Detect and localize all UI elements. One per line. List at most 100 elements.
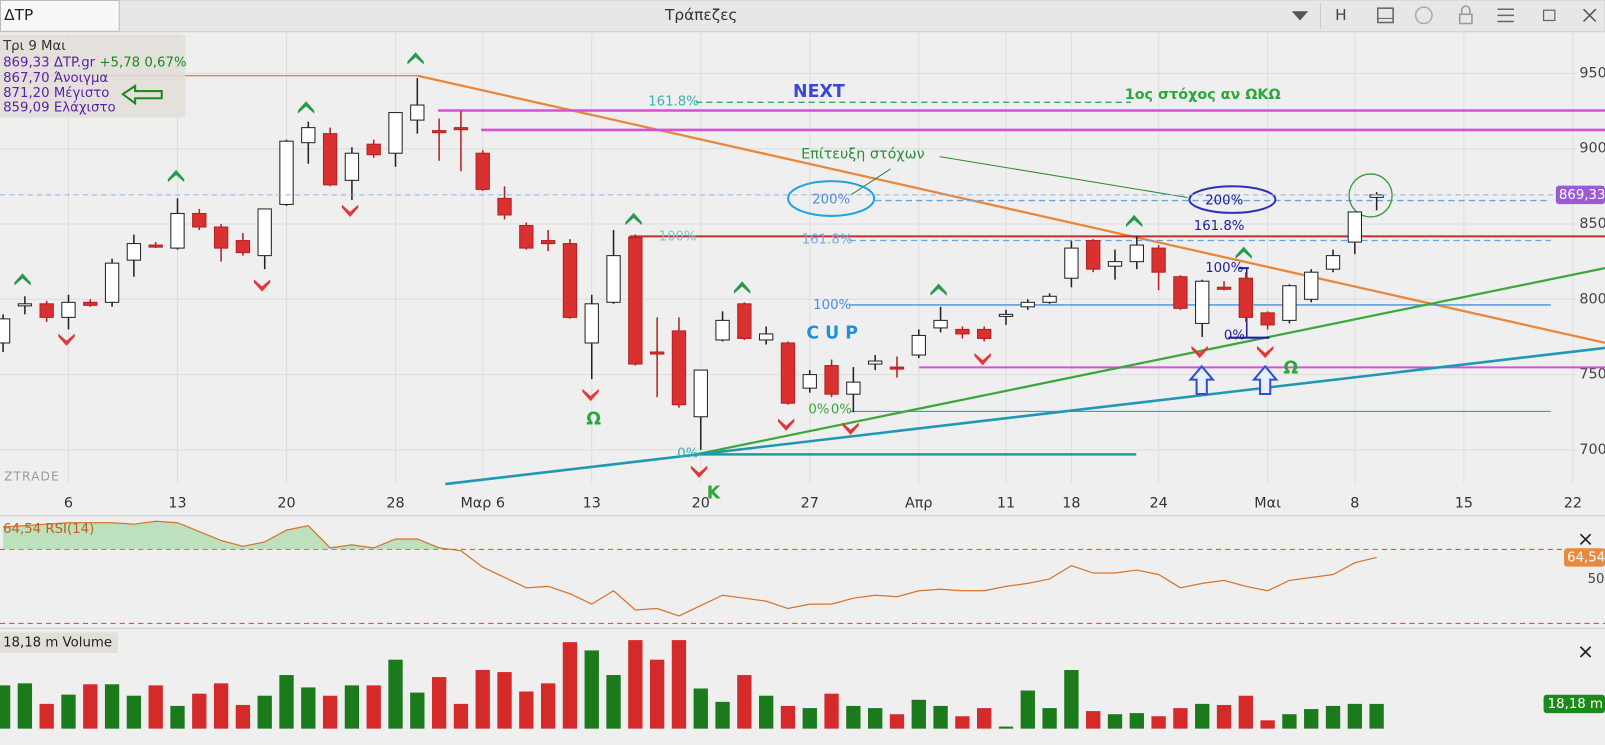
y-tick-label: 900 (1579, 141, 1605, 157)
candle-body (519, 224, 534, 249)
volume-bar (649, 659, 665, 729)
volume-bar (977, 708, 992, 729)
fractal-up (930, 283, 947, 296)
candle-body (1086, 240, 1101, 270)
volume-bar (933, 705, 948, 729)
volume-bar (322, 695, 338, 729)
candle-body (235, 240, 251, 254)
info-open: 867,70 Άνοιγμα (3, 70, 108, 86)
candle-body (0, 318, 11, 344)
volume-bar (780, 705, 796, 729)
volume-bar (998, 726, 1014, 729)
fractal-up (14, 273, 31, 286)
fractal-down (253, 279, 271, 292)
panel-icon[interactable] (1376, 7, 1394, 24)
volume-bar (889, 714, 905, 729)
menu-icon[interactable] (1497, 8, 1514, 23)
last-price-label: 869,33 (1559, 188, 1605, 203)
candle-body (1042, 295, 1057, 303)
quote-icon[interactable] (1414, 6, 1433, 25)
close-icon[interactable] (1582, 8, 1597, 23)
candle-body (1173, 276, 1188, 309)
rsi-value-box (1564, 548, 1605, 567)
candle-body (824, 365, 839, 395)
candle-body (758, 333, 774, 341)
candle-body (562, 243, 578, 318)
candle-body (497, 197, 512, 216)
y-tick-label: 950 (1579, 65, 1605, 81)
candle-body (998, 313, 1014, 317)
candle-body (955, 328, 970, 335)
volume-bar (83, 684, 98, 729)
restore-icon[interactable] (1542, 9, 1556, 22)
volume-bar (1020, 690, 1035, 729)
candle-body (933, 319, 948, 329)
price-panel (0, 32, 1577, 484)
x-tick-label: 13 (583, 495, 601, 511)
volume-close[interactable] (1579, 646, 1592, 658)
fractal-up (733, 281, 751, 294)
volume-bar (955, 716, 970, 729)
h-button[interactable]: H (1335, 6, 1347, 24)
fractal-up (1235, 246, 1252, 259)
candle-body (388, 112, 403, 154)
candle-body (1195, 280, 1210, 324)
y-tick-label: 850 (1579, 216, 1605, 232)
candle-body (104, 262, 120, 303)
volume-bar (1216, 704, 1232, 729)
dropdown[interactable] (1291, 11, 1309, 21)
volume-bar (475, 670, 490, 729)
candle-body (475, 152, 490, 190)
annotation: 161.8% (802, 232, 853, 247)
x-tick-label: 11 (997, 495, 1015, 511)
volume-bar (562, 642, 578, 729)
annotation: NEXT (793, 82, 845, 102)
x-tick-label: 20 (692, 495, 710, 511)
volume-bar (431, 677, 447, 729)
last-price-box (1555, 185, 1605, 205)
y-tick-label: 750 (1579, 367, 1605, 383)
volume-value-label: 18,18 m (1548, 697, 1603, 712)
volume-bar (279, 675, 294, 729)
volume-bar (1369, 703, 1384, 729)
candle-body (431, 130, 447, 134)
watermark: ZTRADE (4, 469, 60, 483)
annotation: 161.8% (648, 94, 699, 109)
y-tick-label: 50 (1588, 572, 1605, 587)
volume-bar (388, 659, 403, 729)
volume-bar (148, 685, 163, 729)
trendline (417, 74, 1605, 344)
x-tick-label: 13 (168, 495, 186, 511)
candle-body (802, 374, 817, 389)
volume-bar (1064, 670, 1079, 729)
rsi-close[interactable] (1579, 533, 1592, 546)
candle-body (911, 334, 926, 356)
volume-bar (1107, 714, 1123, 729)
fractal-up (1125, 214, 1143, 228)
lock-icon[interactable] (1458, 13, 1473, 25)
volume-bar (1129, 713, 1144, 729)
volume-bar (0, 685, 11, 729)
x-tick-label: 28 (386, 495, 404, 511)
candle-body (213, 226, 229, 249)
symbol-field[interactable] (0, 0, 120, 32)
volume-bar (911, 699, 926, 729)
candle-body (410, 104, 425, 121)
x-tick-label: 24 (1149, 495, 1167, 511)
info-change: +5,78 0,67% (99, 55, 186, 70)
volume-bar (1325, 705, 1341, 729)
volume-bar (192, 693, 207, 729)
volume-bar (1238, 695, 1253, 729)
volume-bar (671, 640, 687, 729)
x-tick-label: 18 (1062, 495, 1080, 511)
candle-body (540, 240, 556, 245)
candle-body (715, 319, 730, 341)
legend-value: 18,18 m (3, 636, 58, 651)
info-high: 871,20 Μέγιστο (3, 85, 109, 101)
volume-bar (606, 675, 621, 729)
fractal-down (341, 204, 359, 217)
volume-bar (846, 705, 861, 729)
rsi-value-label: 64,54 (1567, 550, 1605, 565)
candle-body (606, 255, 621, 303)
